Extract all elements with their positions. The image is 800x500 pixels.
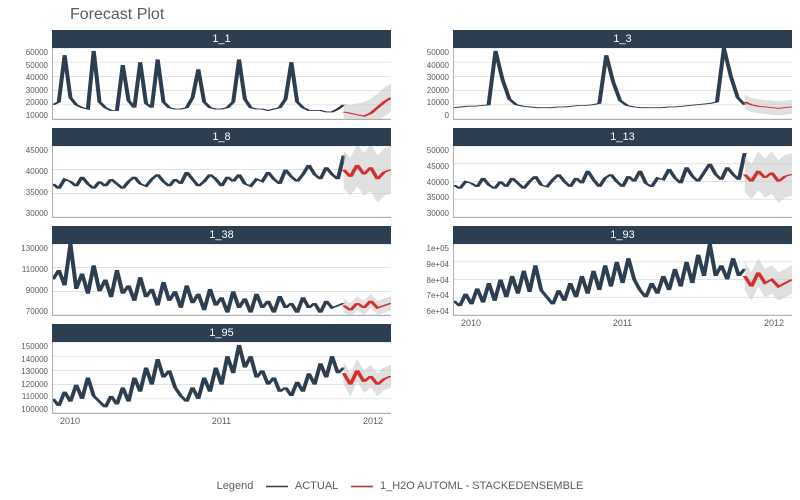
- panel-body: [52, 342, 391, 414]
- chart-panel: 1_350000400003000020000100000: [409, 30, 792, 120]
- y-axis-ticks: 5000045000400003500030000: [409, 146, 451, 218]
- y-axis-ticks: 1300001100009000070000: [8, 244, 50, 316]
- legend-label-actual: ACTUAL: [295, 480, 338, 492]
- panel-body: [453, 48, 792, 120]
- panel-strip: 1_38: [52, 226, 391, 244]
- legend-label-forecast: 1_H2O AUTOML - STACKEDENSEMBLE: [380, 480, 583, 492]
- panel-strip: 1_8: [52, 128, 391, 146]
- plot-title: Forecast Plot: [70, 6, 164, 24]
- y-axis-ticks: 50000400003000020000100000: [409, 48, 451, 120]
- panel-body: [52, 244, 391, 316]
- chart-panel: 1_931e+059e+048e+047e+046e+0420102011201…: [409, 226, 792, 316]
- panel-body: [52, 146, 391, 218]
- chart-panel: 1_95150000140000130000120000110000100000…: [8, 324, 391, 414]
- chart-panel: 1_135000045000400003500030000: [409, 128, 792, 218]
- legend-swatch-actual: [266, 485, 288, 488]
- panel-grid: 1_16000050000400003000020000100001_35000…: [8, 30, 792, 414]
- forecast-plot: Forecast Plot 1_160000500004000030000200…: [0, 0, 800, 500]
- legend-title: Legend: [217, 480, 254, 492]
- chart-panel: 1_1600005000040000300002000010000: [8, 30, 391, 120]
- panel-body: [52, 48, 391, 120]
- chart-panel: 1_845000400003500030000: [8, 128, 391, 218]
- panel-strip: 1_1: [52, 30, 391, 48]
- legend-swatch-forecast: [351, 485, 373, 488]
- panel-strip: 1_3: [453, 30, 792, 48]
- panel-strip: 1_95: [52, 324, 391, 342]
- y-axis-ticks: 1e+059e+048e+047e+046e+04: [409, 244, 451, 316]
- x-axis-ticks: 201020112012: [453, 316, 792, 328]
- y-axis-ticks: 600005000040000300002000010000: [8, 48, 50, 120]
- panel-strip: 1_93: [453, 226, 792, 244]
- legend: Legend ACTUAL 1_H2O AUTOML - STACKEDENSE…: [0, 480, 800, 492]
- chart-panel: 1_381300001100009000070000: [8, 226, 391, 316]
- y-axis-ticks: 45000400003500030000: [8, 146, 50, 218]
- x-axis-ticks: 201020112012: [52, 414, 391, 426]
- panel-body: [453, 244, 792, 316]
- panel-body: [453, 146, 792, 218]
- panel-strip: 1_13: [453, 128, 792, 146]
- y-axis-ticks: 150000140000130000120000110000100000: [8, 342, 50, 414]
